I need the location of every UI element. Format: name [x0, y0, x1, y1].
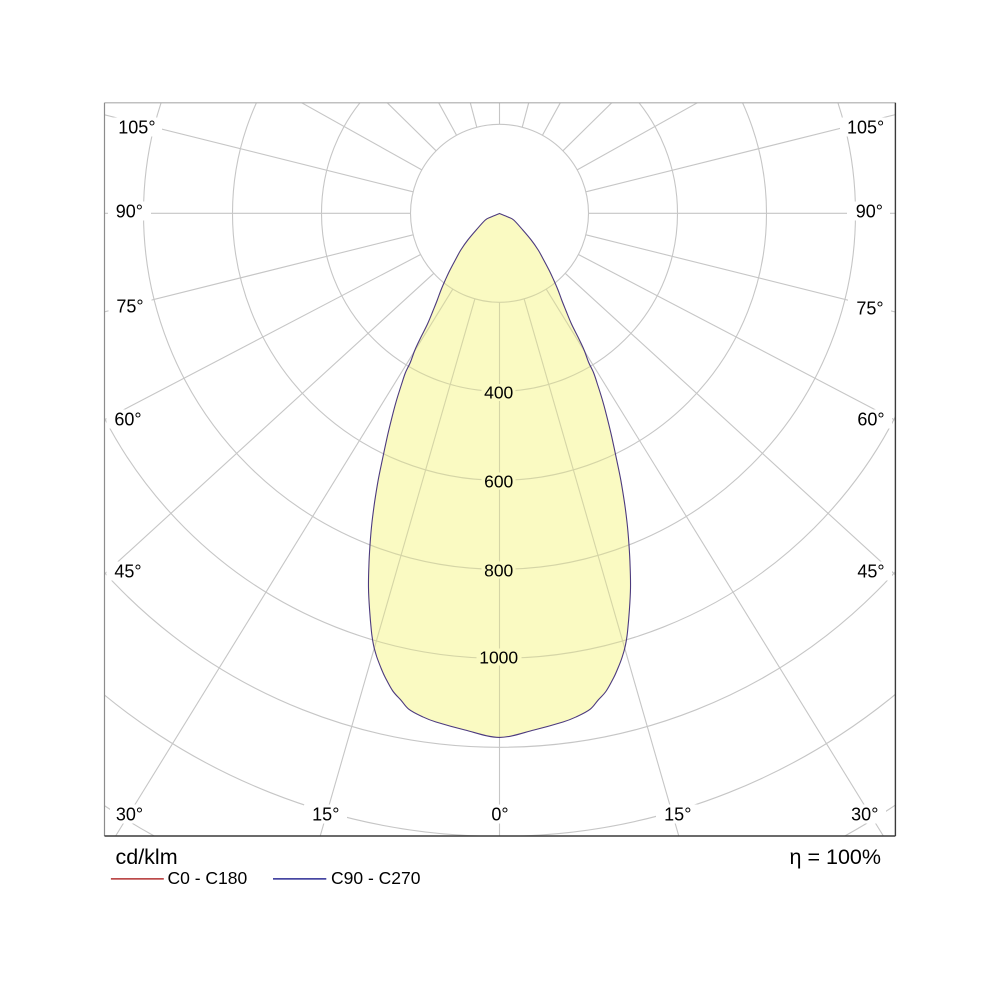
svg-text:75°: 75° [856, 298, 883, 318]
svg-text:60°: 60° [114, 409, 141, 429]
svg-text:800: 800 [484, 560, 513, 580]
svg-text:15°: 15° [312, 804, 339, 824]
svg-text:1000: 1000 [479, 648, 518, 668]
svg-text:60°: 60° [857, 409, 884, 429]
svg-text:90°: 90° [856, 201, 883, 221]
svg-text:75°: 75° [116, 296, 143, 316]
svg-text:30°: 30° [851, 804, 878, 824]
svg-text:45°: 45° [114, 561, 141, 581]
svg-text:15°: 15° [664, 804, 691, 824]
svg-text:η = 100%: η = 100% [790, 845, 881, 869]
svg-text:600: 600 [484, 471, 513, 491]
svg-text:C0 - C180: C0 - C180 [168, 868, 248, 888]
svg-text:30°: 30° [116, 804, 143, 824]
svg-text:90°: 90° [116, 201, 143, 221]
svg-text:105°: 105° [118, 117, 155, 137]
svg-text:cd/klm: cd/klm [116, 845, 178, 869]
svg-text:45°: 45° [857, 561, 884, 581]
svg-text:105°: 105° [847, 117, 884, 137]
svg-text:400: 400 [484, 383, 513, 403]
svg-text:0°: 0° [491, 804, 508, 824]
svg-text:C90 - C270: C90 - C270 [331, 868, 421, 888]
